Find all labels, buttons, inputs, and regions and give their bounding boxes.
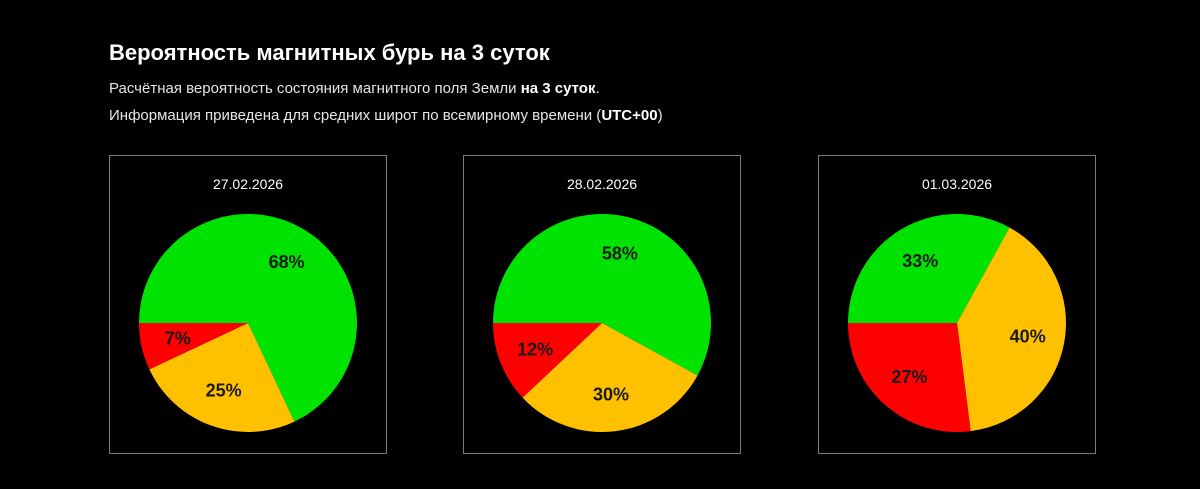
slice-percent-label: 25% [206,381,242,401]
slice-red [493,323,602,398]
slice-percent-label: 12% [517,340,553,360]
description-line-2-bold: UTC+00 [601,107,658,124]
pie-chart-day-2: 58% 30% 12% [493,214,711,433]
slice-percent-label: 58% [602,243,638,263]
slice-amber [522,323,698,433]
slice-red [848,323,971,432]
forecast-card-day-1: 27.02.2026 68% 25% 7% [109,155,387,454]
description-line-1-text: Расчётная вероятность состояния магнитно… [109,80,521,97]
description-line-2-text: Информация приведена для средних широт п… [109,107,602,124]
description-line-1: Расчётная вероятность состояния магнитно… [109,79,600,99]
slice-green [139,214,357,422]
pie-chart-day-3: 33% 40% 27% [848,213,1067,432]
description-line-1-bold: на 3 суток [520,80,596,97]
slice-percent-label: 30% [593,384,629,404]
forecast-date: 28.02.2026 [566,176,638,192]
slice-percent-label: 40% [1010,327,1046,347]
slice-percent-label: 7% [165,329,191,349]
pie-chart-day-1: 68% 25% 7% [139,214,357,433]
slice-green [848,213,1010,323]
description-line-2: Информация приведена для средних широт п… [109,106,663,126]
slice-percent-label: 27% [891,367,927,387]
slice-percent-label: 33% [902,251,938,271]
page-title: Вероятность магнитных бурь на 3 суток [109,40,550,65]
description-line-2-end: ) [657,107,663,124]
slice-red [139,323,248,370]
slice-amber [149,323,295,433]
slice-amber [957,227,1067,432]
slice-percent-label: 68% [269,252,305,272]
forecast-card-day-3: 01.03.2026 33% 40% 27% [818,155,1096,454]
description-line-1-end: . [595,80,600,97]
forecast-card-day-2: 28.02.2026 58% 30% 12% [463,155,741,454]
forecast-date: 27.02.2026 [212,176,284,192]
forecast-date: 01.03.2026 [921,176,993,192]
slice-green [493,214,711,376]
